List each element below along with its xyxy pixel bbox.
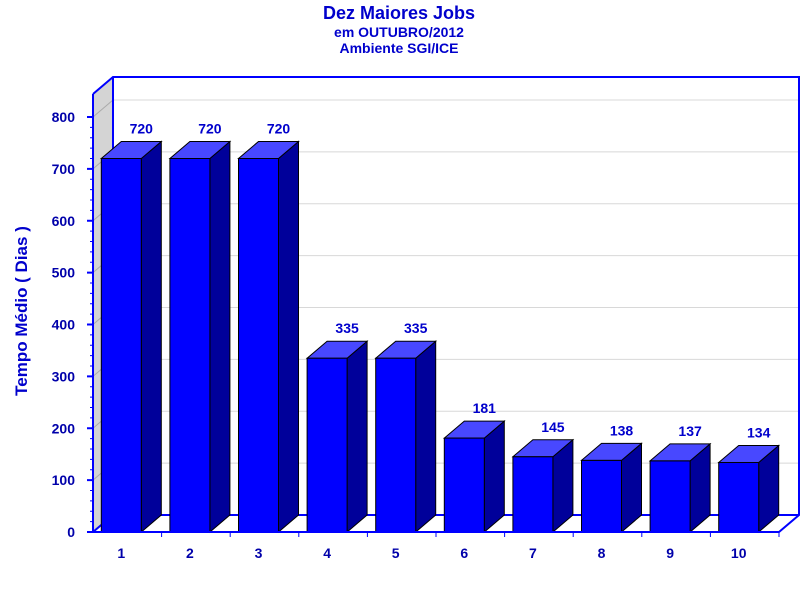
chart-subtitle-line-1: em OUTUBRO/2012	[334, 24, 464, 40]
bar	[169, 158, 211, 533]
bar-side	[140, 140, 162, 534]
data-label: 138	[610, 422, 634, 438]
data-label: 720	[198, 121, 222, 137]
data-label: 137	[678, 423, 702, 439]
bar	[100, 158, 142, 533]
bar-side	[346, 340, 368, 534]
x-tick-label: 6	[460, 545, 468, 561]
frame-top	[92, 76, 800, 515]
data-label: 335	[335, 320, 359, 336]
x-tick-label: 1	[117, 545, 125, 561]
gridline-side	[92, 99, 114, 118]
chart-subtitle-line-2: Ambiente SGI/ICE	[339, 40, 458, 56]
y-tick-label: 0	[67, 524, 75, 540]
x-tick-label: 7	[529, 545, 537, 561]
bar	[443, 437, 485, 533]
data-label: 145	[541, 419, 565, 435]
data-label: 181	[473, 400, 497, 416]
y-axis-label: Tempo Médio ( Dias )	[12, 226, 31, 396]
chart-title: Dez Maiores Jobs	[323, 3, 475, 23]
x-tick-label: 10	[731, 545, 747, 561]
y-tick-label: 800	[52, 109, 76, 125]
bar-side	[278, 140, 299, 534]
bar	[306, 357, 348, 533]
bar	[649, 460, 691, 533]
x-tick-label: 3	[255, 545, 263, 561]
y-tick-label: 600	[52, 213, 76, 229]
bar-side	[483, 420, 505, 534]
x-tick-label: 2	[186, 545, 194, 561]
y-tick-label: 500	[52, 265, 76, 281]
y-tick-label: 200	[52, 420, 76, 436]
data-label: 134	[747, 424, 771, 440]
bar-side	[209, 140, 231, 534]
data-label: 720	[267, 121, 291, 137]
x-tick-label: 4	[323, 545, 331, 561]
bar	[718, 461, 760, 533]
x-tick-label: 8	[598, 545, 606, 561]
bar	[375, 357, 417, 533]
x-tick-label: 9	[666, 545, 674, 561]
x-tick-label: 5	[392, 545, 400, 561]
bar	[238, 158, 279, 533]
plot-area: 0 100 200 300 400 500 600 700 800 720 1 720 2 720 3 335…	[52, 76, 800, 561]
bar	[512, 456, 554, 533]
y-tick-label: 100	[52, 472, 76, 488]
y-tick-label: 400	[52, 317, 76, 333]
y-tick-label: 700	[52, 161, 76, 177]
data-label: 335	[404, 320, 428, 336]
data-label: 720	[130, 121, 154, 137]
y-tick-label: 300	[52, 368, 76, 384]
bar-side	[415, 340, 437, 534]
bar	[581, 459, 622, 533]
